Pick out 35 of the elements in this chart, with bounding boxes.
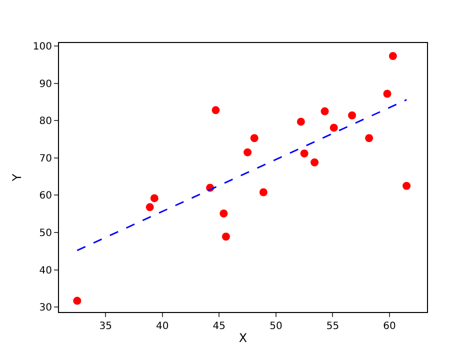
x-axis-title: X bbox=[238, 330, 248, 345]
y-tick-label: 50 bbox=[39, 228, 52, 240]
x-tick-label: 50 bbox=[270, 321, 282, 332]
x-tick-label: 55 bbox=[326, 321, 340, 332]
x-tick-label: 40 bbox=[156, 321, 169, 332]
point bbox=[388, 52, 397, 60]
x-tick-label: 60 bbox=[383, 321, 396, 332]
point bbox=[300, 149, 308, 158]
point bbox=[222, 232, 230, 241]
y-tick-label: 60 bbox=[39, 190, 52, 202]
point bbox=[212, 106, 220, 114]
point bbox=[220, 210, 228, 218]
y-tick-label: 70 bbox=[39, 153, 52, 164]
point bbox=[365, 134, 374, 142]
x-tick-label: 45 bbox=[212, 321, 226, 332]
y-tick-label: 40 bbox=[39, 265, 52, 276]
point bbox=[146, 203, 154, 212]
point bbox=[348, 111, 356, 120]
point bbox=[250, 134, 258, 142]
point bbox=[330, 124, 338, 132]
y-tick-label: 30 bbox=[39, 302, 52, 314]
point bbox=[402, 182, 411, 190]
y-tick-label: 100 bbox=[32, 41, 52, 52]
point bbox=[150, 194, 158, 202]
point bbox=[320, 107, 329, 116]
x-tick-label: 35 bbox=[99, 321, 112, 332]
point bbox=[259, 188, 268, 196]
point bbox=[73, 296, 82, 305]
point bbox=[296, 118, 305, 126]
point bbox=[383, 90, 392, 98]
y-tick-label: 80 bbox=[39, 116, 52, 128]
point bbox=[310, 158, 319, 166]
point bbox=[244, 148, 252, 156]
y-axis-title: Y bbox=[10, 173, 24, 182]
y-tick-label: 90 bbox=[39, 78, 52, 90]
